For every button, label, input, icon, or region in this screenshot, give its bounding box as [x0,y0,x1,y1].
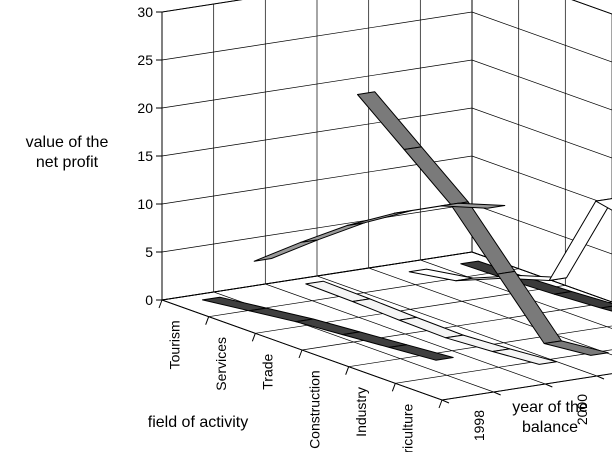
ribbon-segment [295,318,361,336]
tick-labels: 0 5 10 15 20 25 30 Tourism Services Trade Construc… [137,4,590,452]
x-tick-label: Trade [260,353,276,389]
z-axis-label-line-1: year of the [512,399,588,416]
y-gridline [161,155,612,207]
z-axis-label: year of the balance [490,398,610,438]
ribbon-segment [248,307,314,323]
x-gridline [348,325,612,368]
ribbon-segment [548,198,612,281]
y-tick-label: 20 [137,100,153,116]
ribbon-segment [357,91,422,150]
x-tick-label: Tourism [166,320,182,369]
z-tick-label: 1998 [471,410,487,441]
series-ribbon [357,91,609,356]
z-gridline [264,0,546,385]
x-axis-label: field of activity [147,414,249,431]
x-tick-mark [298,349,303,359]
z-axis-label-line-2: balance [521,419,579,436]
gridlines [156,0,612,409]
x-tick-label: Services [213,337,229,391]
y-tick-label: 25 [137,52,153,68]
ribbon-segment [595,198,612,211]
z-tick-label: 2000 [574,394,590,425]
z-gridline [161,12,443,401]
x-tick-mark [158,299,163,309]
ribbon-segment [600,305,612,312]
series-ribbon [305,280,557,365]
z-tick-mark [545,383,553,388]
ribbon-segment [553,291,612,309]
ribbon-segment [408,268,474,282]
ribbon-segment [492,348,557,365]
x-tick-mark [391,383,396,392]
y-axis-label-line-2: net profit [35,154,99,171]
y-tick-label: 10 [137,196,153,212]
ribbon-segment [398,316,464,339]
y-tick-label: 5 [145,244,153,260]
x-tick-label: Industry [353,387,369,437]
ribbon-segment [253,239,319,262]
y-axis-label-line-1: value of the [25,134,109,151]
z-gridline [471,0,612,303]
z-gridline [419,0,612,329]
x-tick-mark [345,366,350,375]
x-tick-label: Agriculture [400,403,416,452]
x-tick-label: Construction [306,370,322,449]
ribbon-segment [403,146,469,206]
z-tick-mark [596,375,605,380]
ribbon-segment [388,344,454,361]
ribbon-segment [347,210,412,226]
y-tick-label: 30 [137,4,153,20]
data-ribbons [202,91,612,365]
y-gridline [161,11,612,63]
ribbon-segment [342,331,407,348]
x-tick-mark [205,316,210,325]
z-tick-mark [493,391,501,396]
y-tick-label: 15 [137,148,153,164]
series-ribbon [202,296,454,361]
ribbon-segment [543,340,609,356]
y-tick-label: 0 [145,292,153,308]
ribbon-segment [440,202,506,209]
x-tick-mark [438,399,443,409]
series-ribbon [253,202,506,262]
z-gridline [316,0,598,377]
z-gridline [213,4,494,393]
y-gridline [161,0,612,15]
z-tick-mark [441,399,450,404]
y-axis-label: value of the net profit [2,133,132,173]
x-tick-mark [251,333,256,342]
